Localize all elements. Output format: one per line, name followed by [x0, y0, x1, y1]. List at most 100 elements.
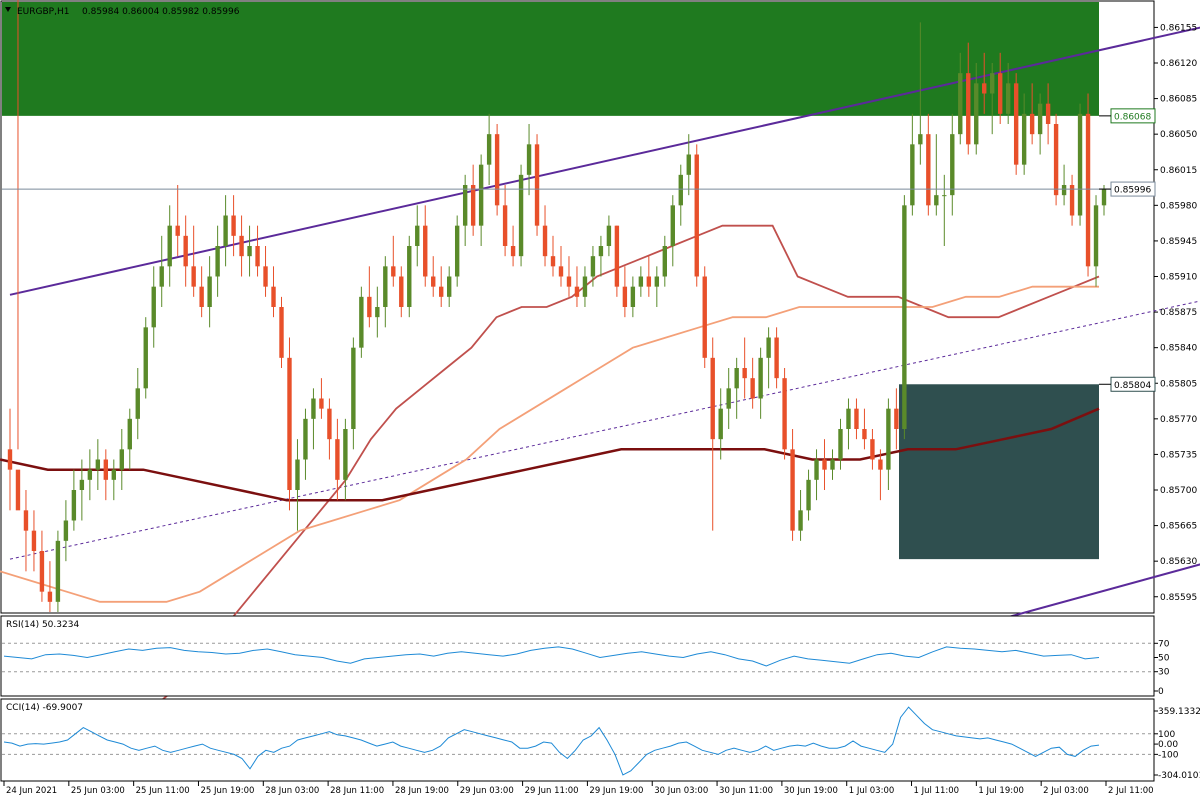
candle-body [127, 418, 132, 450]
candle-body [742, 368, 747, 379]
candle-body [415, 225, 420, 246]
candle-body [886, 408, 891, 470]
cci-panel[interactable]: CCI(14) -69.9007 [0, 698, 1155, 782]
candle-body [343, 429, 348, 480]
price-tick-label: 0.86120 [1160, 59, 1197, 69]
candle-body [654, 276, 660, 287]
candle-body [327, 408, 332, 440]
time-tick-label: 29 Jun 11:00 [525, 786, 579, 796]
time-tick-label: 25 Jun 03:00 [71, 786, 125, 796]
rsi-layer [2, 642, 1154, 673]
time-tick-label: 30 Jun 11:00 [719, 786, 773, 796]
time-tick-label: 2 Jul 11:00 [1108, 786, 1154, 796]
candle-body [287, 357, 292, 490]
candle-body [391, 266, 396, 277]
candle-body [319, 398, 324, 409]
candle-body [702, 276, 707, 358]
zone-top-price-label: 0.86068 [1114, 112, 1151, 122]
chevron-down-icon[interactable] [5, 7, 11, 12]
candle-body [470, 185, 476, 226]
candle-body [566, 276, 572, 287]
candle-body [335, 439, 340, 480]
candle-body [1053, 124, 1059, 196]
candle-body [231, 215, 236, 236]
ma-fast-line [144, 224, 1100, 715]
candle-body [662, 246, 668, 277]
moving-averages-layer [0, 224, 1100, 715]
rsi-line [3, 646, 1100, 667]
candle-body [750, 378, 755, 399]
candle-body [1013, 83, 1019, 165]
candle-body [1021, 113, 1027, 165]
candle-body [423, 225, 428, 277]
price-tick-label: 0.85980 [1160, 201, 1197, 211]
candle-body [710, 357, 715, 440]
candle-body [1037, 103, 1043, 135]
candle-body [678, 174, 683, 206]
candle-body [846, 408, 851, 429]
candle-body [830, 459, 835, 470]
candle-body [223, 215, 228, 246]
candle-body [1085, 113, 1091, 267]
candle-body [534, 144, 540, 226]
candle-body [614, 225, 620, 287]
candle-body [191, 266, 196, 287]
candle-body [175, 225, 180, 236]
candle-body [39, 551, 45, 592]
cci-tick-label: 0.00 [1158, 740, 1178, 750]
price-panel[interactable]: EURGBP,H1 0.85984 0.86004 0.85982 0.8599… [0, 0, 1200, 715]
header-ohlc: 0.85984 0.86004 0.85982 0.85996 [82, 7, 240, 17]
candle-body [31, 530, 37, 551]
time-tick-label: 1 Jul 19:00 [978, 786, 1024, 796]
candle-body [622, 286, 628, 307]
price-tick-label: 0.85840 [1160, 344, 1197, 354]
candle-body [1029, 113, 1035, 135]
candle-body [806, 479, 811, 511]
candle-body [646, 276, 652, 287]
candle-body [263, 266, 268, 287]
price-tick-label: 0.85910 [1160, 273, 1197, 283]
candle-body [494, 134, 500, 206]
candle-body [87, 469, 93, 480]
time-tick-label: 1 Jul 03:00 [849, 786, 895, 796]
candle-body [303, 418, 308, 460]
candle-body [966, 73, 971, 145]
candle-body [718, 408, 723, 440]
candle-body [582, 276, 588, 297]
zone-bottom-price-label: 0.85804 [1114, 381, 1151, 391]
candle-body [407, 246, 412, 307]
candle-body [159, 266, 164, 287]
candle-body [726, 388, 731, 409]
candle-body [638, 276, 644, 287]
candle-body [7, 449, 13, 470]
price-tick-label: 0.86015 [1160, 166, 1197, 176]
candle-body [958, 73, 963, 135]
price-tick-label: 0.85735 [1160, 450, 1197, 460]
time-tick-label: 28 Jun 19:00 [395, 786, 449, 796]
price-tick-label: 0.85770 [1160, 415, 1197, 425]
candle-body [271, 286, 276, 307]
candle-body [399, 276, 404, 307]
candle-body [822, 459, 827, 470]
price-tick-label: 0.85875 [1160, 308, 1197, 318]
supply-zone [2, 2, 1099, 116]
candles-layer [7, 0, 1107, 612]
candle-body [526, 144, 532, 175]
candle-body [135, 388, 140, 419]
ma-mid-line [0, 285, 1099, 603]
current-price-label: 0.85996 [1114, 186, 1151, 196]
candle-body [295, 459, 300, 490]
candle-body [119, 449, 124, 470]
price-tick-label: 0.86050 [1160, 130, 1197, 140]
price-tick-label: 0.85665 [1160, 522, 1197, 532]
candle-body [630, 286, 636, 307]
rsi-tick-label: 30 [1158, 668, 1170, 678]
candle-body [894, 408, 899, 429]
candle-body [15, 469, 21, 511]
candle-body [23, 510, 29, 531]
candle-body [926, 134, 931, 206]
rsi-tick-label: 0 [1158, 687, 1164, 697]
rsi-panel[interactable]: RSI(14) 50.3234 [0, 615, 1155, 697]
time-tick-label: 24 Jun 2021 [6, 786, 57, 796]
